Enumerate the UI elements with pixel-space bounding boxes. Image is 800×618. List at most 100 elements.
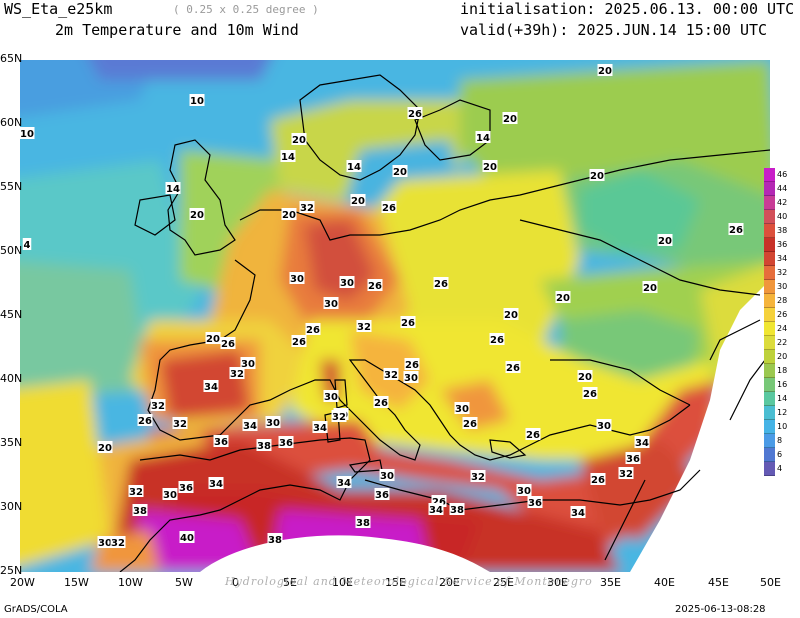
contour-label: 20 [483, 162, 497, 173]
lon-label: 5W [175, 576, 193, 589]
colorbar-level: 44 [777, 184, 788, 193]
contour-label-bg [20, 127, 35, 139]
contour-label: 30 [290, 274, 304, 285]
contour-label-bg [189, 208, 205, 220]
field-title: 2m Temperature and 10m Wind [55, 21, 299, 39]
contour-label-bg [367, 279, 383, 291]
contour-label: 34 [429, 505, 443, 516]
contour-label-bg [323, 390, 339, 402]
lon-label: 10E [332, 576, 353, 589]
contour-label-bg [22, 238, 32, 250]
contour-label: 26 [490, 335, 504, 346]
out-of-domain-mask-east [630, 280, 770, 572]
contour-label: 26 [401, 318, 415, 329]
colorbar-swatch [764, 168, 775, 182]
contour-label: 20 [504, 310, 518, 321]
colorbar-level: 24 [777, 324, 788, 333]
contour-label: 32 [471, 472, 485, 483]
contour-label-bg [634, 436, 650, 448]
colorbar-level: 36 [777, 240, 788, 249]
lon-label: 15W [64, 576, 89, 589]
init-time: initialisation: 2025.06.13. 00:00 UTC [460, 0, 795, 18]
colorbar-level: 22 [777, 338, 788, 347]
contour-label-bg [299, 201, 315, 213]
contour-label-bg [178, 481, 194, 493]
lat-label: 50N [0, 244, 23, 257]
contour-label: 26 [306, 325, 320, 336]
contour-label-bg [570, 506, 586, 518]
contour-label-bg [331, 410, 347, 422]
contour-label-bg [392, 165, 408, 177]
contour-label: 26 [583, 389, 597, 400]
lon-label: 20W [10, 576, 35, 589]
contour-label-bg [350, 194, 366, 206]
contour-label-bg [482, 160, 498, 172]
contour-label-bg [596, 419, 612, 431]
colorbar-swatch [764, 210, 775, 224]
contour-label-bg [305, 323, 321, 335]
contour-label-bg [555, 291, 571, 303]
contour-label: 20 [393, 167, 407, 178]
lon-label: 40E [654, 576, 675, 589]
contour-label-bg [278, 436, 294, 448]
contour-label: 30 [324, 299, 338, 310]
contour-label: 32 [151, 401, 165, 412]
contour-label-bg [374, 488, 390, 500]
colorbar-level: 10 [777, 422, 788, 431]
contour-label-bg [291, 133, 307, 145]
coastlines [119, 74, 770, 572]
colorbar-level: 34 [777, 254, 788, 263]
contour-label: 26 [374, 398, 388, 409]
contour-label-bg [132, 504, 148, 516]
lon-label: 10W [118, 576, 143, 589]
contour-label: 4 [24, 240, 31, 251]
contour-label: 36 [626, 454, 640, 465]
lon-label: 35E [600, 576, 621, 589]
contour-label: 26 [506, 363, 520, 374]
contour-label: 20 [658, 236, 672, 247]
colorbar-level: 28 [777, 296, 788, 305]
contour-label-bg [590, 473, 606, 485]
contour-label: 30 [380, 471, 394, 482]
contour-label-bg [462, 417, 478, 429]
contour-label: 32 [173, 419, 187, 430]
colorbar-level: 46 [777, 170, 788, 179]
contour-label-bg [597, 64, 613, 76]
contour-label-bg [502, 112, 518, 124]
contour-label: 34 [313, 423, 327, 434]
contour-label-bg [503, 308, 519, 320]
contour-label-bg [172, 417, 188, 429]
contour-label-bg [516, 484, 532, 496]
colorbar-swatch [764, 364, 775, 378]
resolution-note: ( 0.25 x 0.25 degree ) [173, 3, 319, 16]
contour-label: 30 [324, 392, 338, 403]
contour-label-bg [373, 396, 389, 408]
contour-label-bg [400, 316, 416, 328]
contour-label: 38 [356, 518, 370, 529]
contour-label-bg [582, 387, 598, 399]
colorbar-swatch [764, 406, 775, 420]
colorbar-level: 30 [777, 282, 788, 291]
colorbar-swatch [764, 308, 775, 322]
contour-label-bg [403, 371, 419, 383]
contour-label: 32 [111, 538, 125, 549]
colorbar-swatch [764, 252, 775, 266]
contour-label-bg [428, 503, 444, 515]
colorbar-swatch [764, 336, 775, 350]
colorbar-swatch [764, 266, 775, 280]
contour-label: 14 [347, 162, 361, 173]
contour-label: 14 [166, 184, 180, 195]
contour-label-bg [242, 419, 258, 431]
contour-label-bg [208, 477, 224, 489]
contour-label: 26 [729, 225, 743, 236]
contour-label-bg [339, 276, 355, 288]
contour-label: 26 [463, 419, 477, 430]
contour-label: 26 [434, 279, 448, 290]
contour-label: 32 [332, 412, 346, 423]
temperature-field [20, 60, 770, 572]
contour-label: 20 [556, 293, 570, 304]
contour-label-bg [229, 367, 245, 379]
contour-label-bg [323, 297, 339, 309]
contour-label-bg [213, 435, 229, 447]
lat-label: 30N [0, 500, 23, 513]
